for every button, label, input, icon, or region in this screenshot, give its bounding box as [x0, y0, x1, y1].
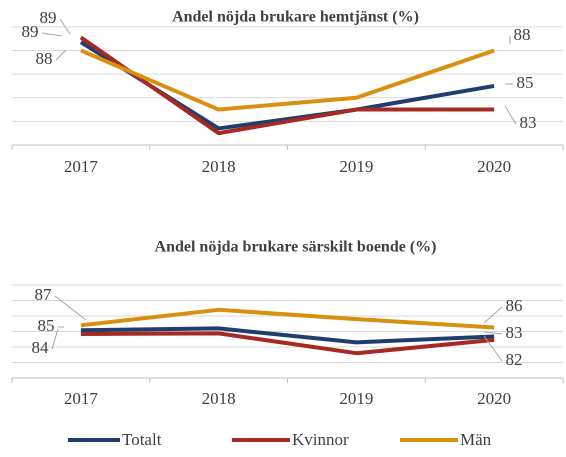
data-label: 89 — [40, 8, 57, 27]
legend-label: Män — [460, 430, 492, 449]
data-label: 83 — [520, 113, 537, 132]
series-line — [80, 48, 495, 112]
x-tick-label: 2020 — [477, 389, 511, 408]
x-tick-label: 2019 — [339, 157, 373, 176]
data-label: 89 — [22, 22, 39, 41]
data-label: 86 — [506, 296, 523, 315]
data-label: 85 — [38, 316, 55, 335]
leader-line — [483, 331, 503, 335]
series-line — [79, 35, 495, 136]
leader-line — [59, 18, 71, 35]
series-line — [80, 331, 495, 356]
x-tick-label: 2017 — [64, 389, 99, 408]
series-line — [79, 40, 495, 131]
leader-line — [51, 328, 59, 350]
leader-line — [41, 32, 63, 37]
x-tick-label: 2020 — [477, 157, 511, 176]
legend-label: Kvinnor — [292, 430, 349, 449]
x-tick-label: 2018 — [202, 389, 236, 408]
legend-label: Totalt — [122, 430, 162, 449]
series-line — [80, 326, 495, 345]
leader-line — [54, 295, 87, 321]
x-tick-label: 2019 — [339, 389, 373, 408]
leader-line — [483, 306, 503, 324]
x-tick-label: 2017 — [64, 157, 99, 176]
chart-title: Andel nöjda brukare hemtjänst (%) — [172, 9, 419, 26]
chart-title: Andel nöjda brukare särskilt boende (%) — [155, 239, 437, 256]
data-label: 82 — [506, 350, 523, 369]
series-line — [80, 307, 495, 330]
data-label: 83 — [506, 323, 523, 342]
data-label: 84 — [32, 338, 50, 357]
data-label: 88 — [514, 25, 531, 44]
data-label: 88 — [36, 49, 53, 68]
leader-line — [504, 105, 517, 125]
x-tick-label: 2018 — [202, 157, 236, 176]
data-label: 85 — [517, 73, 534, 92]
leader-line — [55, 49, 67, 61]
data-label: 87 — [35, 285, 53, 304]
leader-line — [483, 335, 503, 362]
